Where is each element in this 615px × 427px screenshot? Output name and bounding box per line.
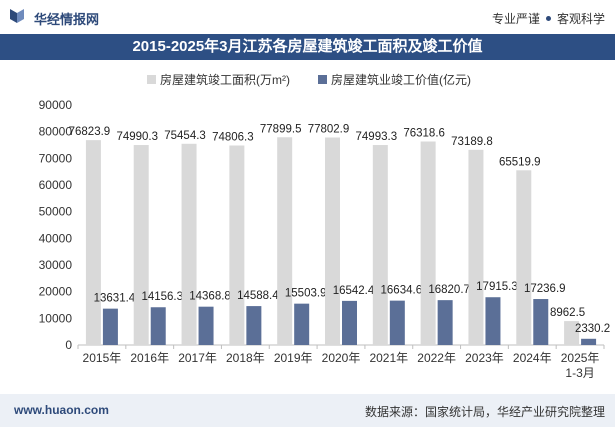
- x-tick-label-7: 2022年: [417, 351, 456, 365]
- y-tick-label-3: 30000: [39, 258, 73, 272]
- x-tick-label-8: 2023年: [465, 351, 504, 365]
- data-label-series-2-1: 14156.3: [141, 291, 183, 303]
- data-label-series-1-7: 76318.6: [403, 127, 445, 139]
- data-label-series-1-3: 74806.3: [212, 132, 254, 144]
- chart-title: 2015-2025年3月江苏各房屋建筑竣工面积及竣工价值: [132, 38, 483, 55]
- brand-name: 华经情报网: [34, 12, 100, 27]
- website-link[interactable]: www.huaon.com: [14, 403, 109, 417]
- bar-series-1-9: [516, 170, 532, 345]
- bar-series-2-4: [294, 303, 310, 345]
- y-tick-label-4: 40000: [39, 231, 73, 245]
- slogan-right: 客观科学: [556, 12, 605, 26]
- bar-series-2-6: [389, 300, 405, 345]
- bar-series-1-2: [181, 143, 197, 345]
- bar-series-2-0: [102, 308, 118, 345]
- bar-series-2-7: [437, 300, 453, 345]
- data-label-series-2-0: 13631.4: [94, 293, 136, 305]
- data-source: 数据来源：国家统计局，华经产业研究院整理: [364, 405, 605, 419]
- top-bar: 华经情报网 专业严谨 客观科学: [0, 0, 615, 34]
- slogan: 专业严谨 客观科学: [492, 10, 605, 27]
- data-label-series-1-8: 73189.8: [451, 136, 493, 148]
- y-tick-label-9: 90000: [39, 98, 73, 112]
- bar-series-1-8: [468, 149, 484, 345]
- data-label-series-2-4: 15503.9: [285, 288, 327, 300]
- x-tick-label-2: 2017年: [178, 351, 217, 365]
- bar-series-2-5: [342, 300, 357, 345]
- data-label-series-2-10: 2330.2: [575, 323, 610, 335]
- y-tick-label-2: 20000: [39, 285, 73, 299]
- legend-label-series-2: 房屋建筑业竣工价值(亿元): [331, 72, 471, 87]
- data-label-series-2-6: 16634.6: [381, 285, 423, 297]
- data-label-series-1-6: 74993.3: [356, 131, 398, 143]
- bar-series-1-10: [564, 321, 580, 345]
- bar-series-2-2: [198, 306, 214, 345]
- data-label-series-1-1: 74990.3: [116, 131, 158, 143]
- bar-series-1-6: [372, 145, 388, 345]
- slogan-dot-icon: [545, 16, 551, 22]
- x-tick-label-1: 2016年: [130, 351, 169, 365]
- x-tick-label-3: 2018年: [226, 351, 265, 365]
- slogan-left: 专业严谨: [491, 12, 540, 26]
- bar-series-1-0: [85, 140, 101, 345]
- data-label-series-2-5: 16542.4: [333, 285, 375, 297]
- y-tick-label-0: 0: [65, 338, 72, 352]
- x-tick-label-4: 2019年: [274, 351, 313, 365]
- legend-label-series-1: 房屋建筑竣工面积(万m²): [160, 72, 290, 87]
- data-label-series-2-2: 14368.8: [189, 291, 231, 303]
- bar-series-2-10: [581, 338, 597, 345]
- bar-chart: 房屋建筑竣工面积(万m²) 房屋建筑业竣工价值(亿元) 0 10000 20000 300…: [39, 72, 611, 380]
- x-tick-label-6: 2021年: [369, 351, 408, 365]
- data-label-series-1-9: 65519.9: [499, 156, 541, 168]
- y-tick-label-8: 80000: [39, 125, 73, 139]
- y-tick-label-5: 50000: [39, 205, 73, 219]
- x-tick-label-10-line-1: 1-3月: [565, 366, 594, 380]
- x-tick-label-10: 2025年: [561, 351, 600, 365]
- bar-series-2-8: [485, 297, 501, 345]
- x-tick-label-0: 2015年: [83, 351, 122, 365]
- y-tick-label-1: 10000: [39, 311, 73, 325]
- y-tick-label-7: 70000: [39, 151, 73, 165]
- title-bar: 2015-2025年3月江苏各房屋建筑竣工面积及竣工价值: [0, 34, 615, 60]
- bar-series-1-1: [133, 145, 149, 345]
- bar-series-2-9: [533, 299, 549, 345]
- bar-series-1-4: [277, 137, 293, 345]
- data-label-series-1-5: 77802.9: [308, 124, 350, 136]
- data-label-series-2-9: 17236.9: [524, 283, 566, 295]
- data-label-series-1-4: 77899.5: [260, 123, 302, 135]
- bar-series-1-7: [420, 141, 436, 345]
- bar-series-2-1: [150, 307, 166, 345]
- bar-series-1-3: [229, 145, 245, 345]
- data-label-series-2-3: 14588.4: [237, 290, 279, 302]
- data-label-series-1-0: 76823.9: [69, 126, 111, 138]
- data-label-series-1-10: 8962.5: [550, 307, 585, 319]
- footer: www.huaon.com 数据来源：国家统计局，华经产业研究院整理: [0, 394, 615, 427]
- bar-series-2-3: [246, 306, 262, 345]
- data-label-series-2-7: 16820.7: [428, 284, 470, 296]
- x-tick-label-5: 2020年: [322, 351, 361, 365]
- bar-series-1-5: [325, 137, 340, 345]
- data-label-series-1-2: 75454.3: [164, 130, 206, 142]
- huaon-logo-icon: [10, 9, 24, 23]
- y-tick-label-6: 60000: [39, 178, 73, 192]
- legend-swatch-series-2: [318, 75, 327, 84]
- x-tick-label-9: 2024年: [513, 351, 552, 365]
- data-label-series-2-8: 17915.3: [476, 281, 518, 293]
- legend-swatch-series-1: [147, 75, 156, 84]
